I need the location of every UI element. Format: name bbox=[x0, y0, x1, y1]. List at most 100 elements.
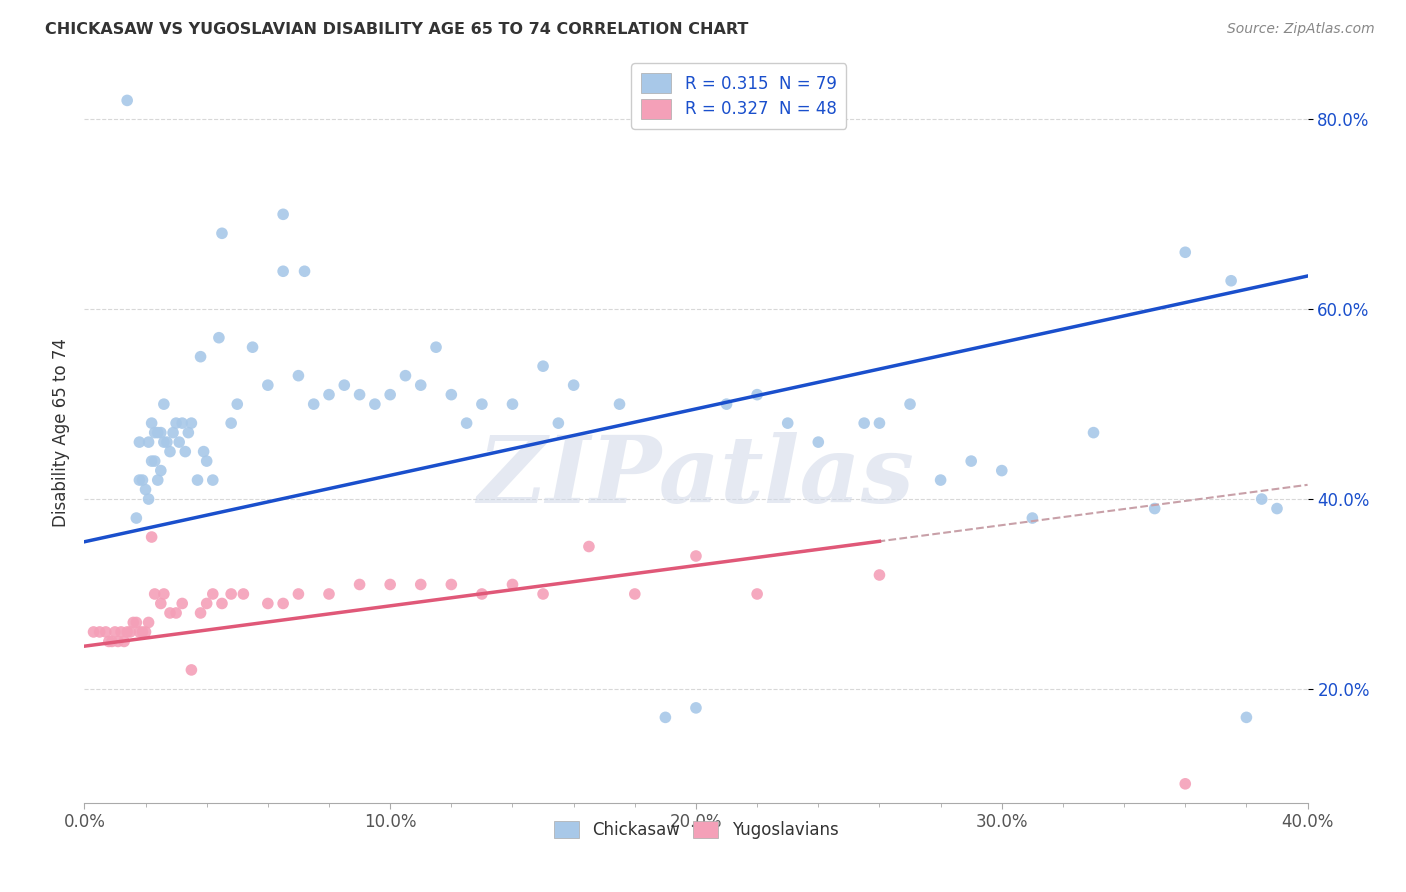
Point bbox=[195, 454, 218, 468]
Point bbox=[208, 331, 231, 345]
Point bbox=[960, 454, 983, 468]
Point bbox=[562, 378, 585, 392]
Point bbox=[149, 464, 172, 478]
Point bbox=[853, 416, 876, 430]
Point bbox=[149, 425, 172, 440]
Point bbox=[898, 397, 921, 411]
Point bbox=[112, 634, 135, 648]
Point bbox=[409, 378, 432, 392]
Point bbox=[153, 587, 176, 601]
Point bbox=[257, 378, 280, 392]
Point bbox=[271, 597, 294, 611]
Point bbox=[747, 387, 769, 401]
Point bbox=[929, 473, 952, 487]
Point bbox=[440, 387, 463, 401]
Point bbox=[257, 597, 280, 611]
Point bbox=[159, 606, 181, 620]
Point bbox=[143, 454, 166, 468]
Point bbox=[531, 359, 554, 374]
Point bbox=[502, 397, 524, 411]
Point bbox=[153, 397, 176, 411]
Point bbox=[195, 597, 218, 611]
Point bbox=[747, 587, 769, 601]
Point bbox=[165, 416, 187, 430]
Point bbox=[219, 587, 242, 601]
Point bbox=[172, 597, 194, 611]
Point bbox=[287, 368, 309, 383]
Point bbox=[807, 435, 830, 450]
Point bbox=[167, 435, 190, 450]
Point bbox=[143, 587, 166, 601]
Point bbox=[83, 624, 105, 639]
Point bbox=[471, 397, 494, 411]
Point bbox=[138, 435, 160, 450]
Point bbox=[190, 350, 212, 364]
Point bbox=[135, 483, 157, 497]
Point bbox=[125, 615, 148, 630]
Point bbox=[89, 624, 111, 639]
Point bbox=[201, 587, 224, 601]
Point bbox=[242, 340, 264, 354]
Point bbox=[654, 710, 676, 724]
Point bbox=[364, 397, 387, 411]
Point bbox=[201, 473, 224, 487]
Legend: Chickasaw, Yugoslavians: Chickasaw, Yugoslavians bbox=[546, 813, 846, 847]
Point bbox=[531, 587, 554, 601]
Point bbox=[138, 491, 160, 506]
Point bbox=[141, 530, 163, 544]
Point bbox=[685, 701, 707, 715]
Point bbox=[128, 473, 150, 487]
Point bbox=[190, 606, 212, 620]
Point bbox=[869, 568, 891, 582]
Text: CHICKASAW VS YUGOSLAVIAN DISABILITY AGE 65 TO 74 CORRELATION CHART: CHICKASAW VS YUGOSLAVIAN DISABILITY AGE … bbox=[45, 22, 748, 37]
Point bbox=[141, 454, 163, 468]
Point bbox=[609, 397, 631, 411]
Point bbox=[232, 587, 254, 601]
Point bbox=[180, 663, 202, 677]
Point bbox=[149, 597, 172, 611]
Point bbox=[141, 416, 163, 430]
Point bbox=[456, 416, 478, 430]
Point bbox=[547, 416, 569, 430]
Point bbox=[1174, 245, 1197, 260]
Point bbox=[869, 416, 891, 430]
Point bbox=[122, 615, 145, 630]
Point bbox=[991, 464, 1014, 478]
Point bbox=[1083, 425, 1105, 440]
Point bbox=[776, 416, 799, 430]
Point bbox=[716, 397, 738, 411]
Point bbox=[318, 587, 340, 601]
Point bbox=[125, 511, 148, 525]
Text: Source: ZipAtlas.com: Source: ZipAtlas.com bbox=[1227, 22, 1375, 37]
Point bbox=[94, 624, 117, 639]
Point bbox=[120, 624, 142, 639]
Point bbox=[211, 227, 233, 241]
Point bbox=[1265, 501, 1288, 516]
Point bbox=[271, 264, 294, 278]
Point bbox=[156, 435, 179, 450]
Point bbox=[131, 624, 153, 639]
Point bbox=[131, 473, 153, 487]
Point bbox=[394, 368, 416, 383]
Point bbox=[115, 94, 138, 108]
Point bbox=[685, 549, 707, 563]
Point bbox=[349, 387, 371, 401]
Point bbox=[174, 444, 197, 458]
Point bbox=[180, 416, 202, 430]
Point bbox=[380, 577, 402, 591]
Point bbox=[425, 340, 447, 354]
Point bbox=[1021, 511, 1043, 525]
Point bbox=[146, 425, 169, 440]
Point bbox=[172, 416, 194, 430]
Point bbox=[409, 577, 432, 591]
Text: ZIPatlas: ZIPatlas bbox=[478, 432, 914, 522]
Point bbox=[1174, 777, 1197, 791]
Point bbox=[380, 387, 402, 401]
Point bbox=[153, 435, 176, 450]
Point bbox=[226, 397, 249, 411]
Point bbox=[1250, 491, 1272, 506]
Point bbox=[128, 624, 150, 639]
Point bbox=[502, 577, 524, 591]
Point bbox=[97, 634, 120, 648]
Point bbox=[349, 577, 371, 591]
